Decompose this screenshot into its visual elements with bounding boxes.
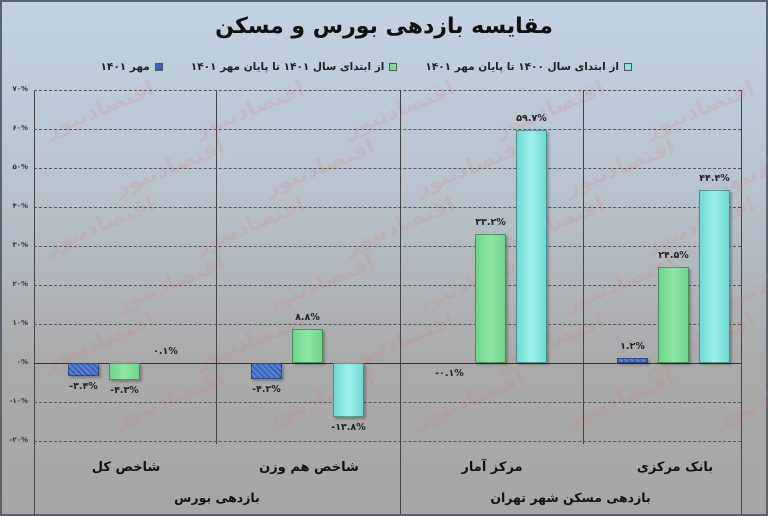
bar xyxy=(68,363,99,377)
gridline xyxy=(34,285,741,286)
y-tick-label: ۴۰% xyxy=(12,202,28,210)
chart-title: مقایسه بازدهی بورس و مسکن xyxy=(215,14,553,39)
bar xyxy=(617,358,648,363)
watermark: اقتصادنیوز xyxy=(261,250,379,317)
bar xyxy=(292,328,323,363)
legend-item-since-1400: از ابتدای سال ۱۴۰۰ تا پایان مهر ۱۴۰۱ xyxy=(425,59,632,75)
y-tick-label: ۷۰% xyxy=(12,85,28,93)
watermark: اقتصادنیوز xyxy=(561,366,679,433)
zero-baseline xyxy=(34,363,741,364)
gridline xyxy=(34,441,741,442)
group-label-stock-return: بازدهی بورس xyxy=(174,490,260,505)
legend-label: از ابتدای سال ۱۴۰۰ تا پایان مهر ۱۴۰۱ xyxy=(425,61,619,73)
bar xyxy=(658,267,689,363)
y-tick-label: -۲۰% xyxy=(9,436,28,444)
watermark: اقتصادنیوز xyxy=(41,308,159,375)
category-divider xyxy=(583,90,584,444)
watermark: اقتصادنیوز xyxy=(41,192,159,259)
legend-label: از ابتدای سال ۱۴۰۱ تا پایان مهر ۱۴۰۱ xyxy=(190,61,385,73)
legend-label: مهر ۱۴۰۱ xyxy=(100,61,150,73)
watermark: اقتصادنیوز xyxy=(191,192,309,259)
gridline xyxy=(34,207,741,208)
data-label: -۴.۲% xyxy=(252,384,281,396)
y-axis-line xyxy=(34,90,35,516)
data-label: ۵۹.۷% xyxy=(516,113,547,125)
y-tick-label: ۱۰% xyxy=(12,319,28,327)
y-tick-label: ۶۰% xyxy=(12,124,28,132)
gridline xyxy=(34,324,741,325)
category-label-central-bank: بانک مرکزی xyxy=(636,460,714,475)
y-tick-label: ۵۰% xyxy=(12,163,28,171)
gridline xyxy=(34,402,741,403)
data-label: -۳.۴% xyxy=(69,381,98,393)
bar xyxy=(516,130,547,363)
watermark: اقتصادنیوز xyxy=(491,308,609,375)
category-divider xyxy=(400,90,401,514)
legend-swatch-blue xyxy=(154,63,163,71)
right-border-line xyxy=(741,90,742,514)
data-label: ۰.۱% xyxy=(153,345,178,357)
group-label-housing-return: بازدهی مسکن شهر تهران xyxy=(490,490,651,505)
category-label-statistics-center: مرکز آمار xyxy=(461,460,523,475)
gridline xyxy=(34,168,741,169)
category-divider xyxy=(216,90,217,444)
legend-item-since-1401: از ابتدای سال ۱۴۰۱ تا پایان مهر ۱۴۰۱ xyxy=(191,59,398,75)
bar xyxy=(699,189,730,363)
bar xyxy=(251,363,282,380)
legend-swatch-green xyxy=(389,63,398,71)
watermark: اقتصادنیوز xyxy=(711,366,768,433)
data-label: ۲۴.۵% xyxy=(658,250,689,262)
bar xyxy=(475,233,506,363)
y-tick-label: -۱۰% xyxy=(9,397,28,405)
watermark: اقتصادنیوز xyxy=(111,250,229,317)
gridline xyxy=(34,246,741,247)
watermark: اقتصادنیوز xyxy=(41,76,159,143)
gridline xyxy=(34,90,741,91)
category-label-total-index: شاخص کل xyxy=(91,460,161,475)
legend-swatch-cyan xyxy=(624,63,632,71)
watermark: اقتصادنیوز xyxy=(411,250,529,317)
watermark: اقتصادنیوز xyxy=(491,76,609,143)
bar xyxy=(109,363,140,380)
data-label: ۳۳.۲% xyxy=(475,216,506,228)
y-tick-label: ۰% xyxy=(16,358,28,366)
watermark: اقتصادنیوز xyxy=(191,76,309,143)
data-label: -۱۳.۸% xyxy=(331,421,366,433)
legend: از ابتدای سال ۱۴۰۰ تا پایان مهر ۱۴۰۱ از … xyxy=(101,59,632,75)
category-label-equal-weight-index: شاخص هم وزن xyxy=(259,460,359,475)
data-label: -۴.۳% xyxy=(110,384,139,396)
data-label: ۸.۸% xyxy=(295,311,320,323)
gridline xyxy=(34,129,741,130)
data-label: ۱.۲% xyxy=(620,341,645,353)
data-label: ۴۴.۴% xyxy=(699,172,730,184)
legend-item-mehr-1401: مهر ۱۴۰۱ xyxy=(101,59,163,75)
bar xyxy=(333,363,364,417)
y-tick-label: ۲۰% xyxy=(12,280,28,288)
y-tick-label: ۳۰% xyxy=(12,241,28,249)
data-label: -۰.۱% xyxy=(435,368,464,380)
